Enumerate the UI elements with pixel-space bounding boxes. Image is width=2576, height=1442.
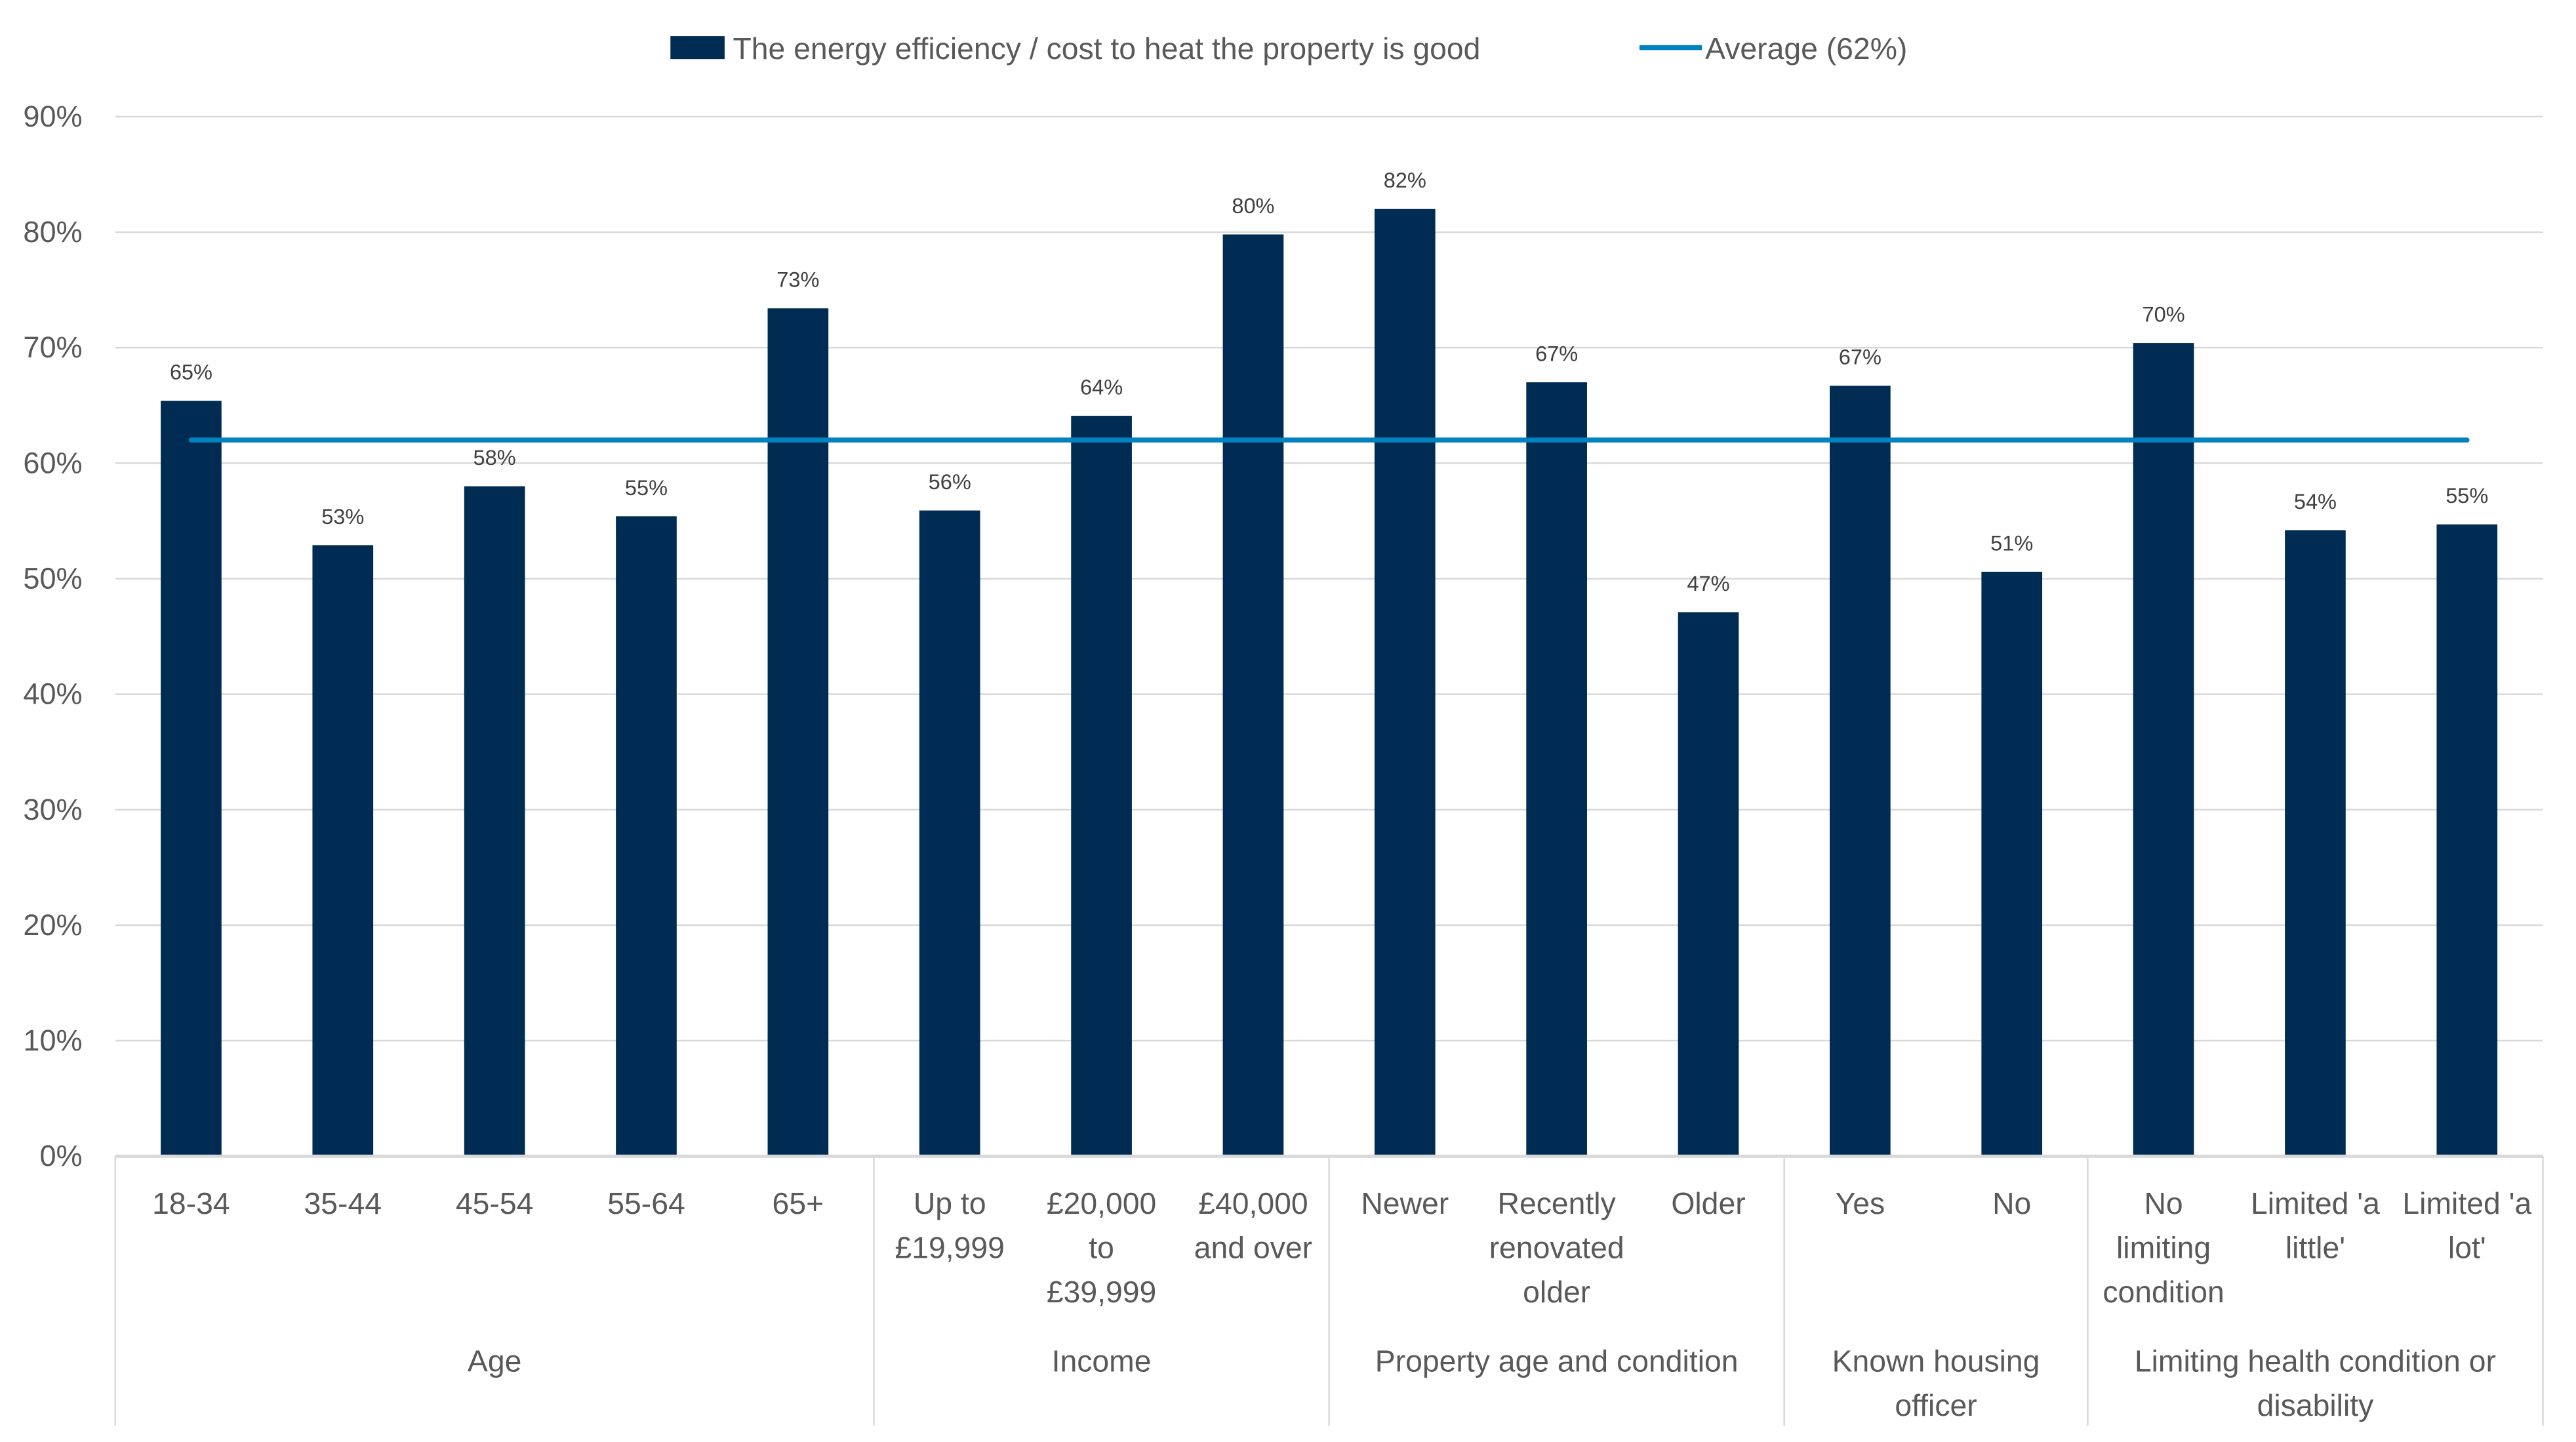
data-label: 58% bbox=[473, 446, 516, 470]
x-category-label: £39,999 bbox=[1047, 1275, 1156, 1309]
bar bbox=[312, 545, 374, 1157]
bar bbox=[919, 510, 980, 1157]
x-category-label: 65+ bbox=[773, 1186, 824, 1220]
data-label: 82% bbox=[1384, 169, 1426, 192]
x-category-label: 35-44 bbox=[304, 1186, 382, 1220]
bar bbox=[1526, 382, 1587, 1157]
x-category-label: renovated bbox=[1489, 1230, 1624, 1264]
bar bbox=[616, 516, 677, 1157]
x-group-label: officer bbox=[1895, 1388, 1977, 1422]
x-group-label: Limiting health condition or bbox=[2135, 1344, 2496, 1378]
x-axis: 18-34 35-44 45-54 55-64 65+ Age Up to £19,999 £2… bbox=[114, 1154, 2544, 1426]
x-category-label: lot' bbox=[2448, 1230, 2486, 1264]
x-category-label: Limited 'a bbox=[2402, 1186, 2531, 1220]
data-label: 53% bbox=[321, 505, 364, 529]
x-group-label: Income bbox=[1052, 1344, 1152, 1378]
bar bbox=[2285, 530, 2346, 1157]
x-group-label: disability bbox=[2257, 1388, 2375, 1422]
data-label: 80% bbox=[1232, 194, 1274, 218]
bar bbox=[1678, 612, 1739, 1157]
x-category-label: Up to bbox=[914, 1186, 986, 1220]
y-tick-label: 70% bbox=[23, 330, 82, 364]
data-label: 47% bbox=[1687, 572, 1729, 595]
y-tick-label: 80% bbox=[23, 215, 82, 249]
data-label: 67% bbox=[1535, 342, 1578, 365]
y-tick-label: 90% bbox=[23, 100, 82, 133]
bar bbox=[1830, 386, 1891, 1157]
bar bbox=[1222, 234, 1284, 1157]
data-label: 55% bbox=[625, 476, 668, 500]
data-label: 54% bbox=[2294, 490, 2337, 513]
x-category-label: Older bbox=[1671, 1186, 1745, 1220]
data-label: 64% bbox=[1080, 376, 1123, 399]
x-group-label: Age bbox=[468, 1344, 521, 1378]
y-tick-label: 10% bbox=[23, 1024, 82, 1057]
bar bbox=[464, 486, 525, 1157]
legend-label-bar: The energy efficiency / cost to heat the… bbox=[733, 31, 1480, 66]
bar bbox=[767, 308, 829, 1157]
x-category-label: older bbox=[1523, 1275, 1590, 1309]
data-label: 55% bbox=[2445, 484, 2488, 508]
bar bbox=[2436, 524, 2498, 1157]
bar bbox=[161, 401, 222, 1157]
data-label: 65% bbox=[170, 361, 212, 384]
data-label: 56% bbox=[929, 470, 971, 494]
bars bbox=[161, 209, 2498, 1157]
y-tick-label: 20% bbox=[23, 908, 82, 942]
x-category-label: and over bbox=[1194, 1230, 1312, 1264]
x-category-label: to bbox=[1089, 1230, 1114, 1264]
bar bbox=[1071, 416, 1132, 1157]
x-category-label: Limited 'a bbox=[2251, 1186, 2380, 1220]
x-category-label: 18-34 bbox=[152, 1186, 230, 1220]
bar bbox=[1374, 209, 1436, 1157]
bar bbox=[2133, 343, 2194, 1157]
data-label: 67% bbox=[1839, 346, 1882, 369]
legend-label-average: Average (62%) bbox=[1705, 31, 1907, 66]
x-category-label: No bbox=[1992, 1186, 2031, 1220]
x-category-label: limiting bbox=[2116, 1230, 2211, 1264]
data-labels: 65% 53% 58% 55% 73% 56% 64% 80% 82% 67% 47% 67% 51% 7… bbox=[170, 169, 2489, 595]
data-label: 70% bbox=[2143, 303, 2185, 327]
x-group-label: Property age and condition bbox=[1375, 1344, 1739, 1378]
x-category-label: £19,999 bbox=[895, 1230, 1004, 1264]
y-tick-label: 40% bbox=[23, 677, 82, 711]
y-tick-label: 30% bbox=[23, 793, 82, 826]
y-tick-label: 60% bbox=[23, 446, 82, 479]
x-group-label: Known housing bbox=[1832, 1344, 2040, 1378]
x-category-label: £20,000 bbox=[1047, 1186, 1156, 1220]
x-category-label: Recently bbox=[1498, 1186, 1617, 1220]
y-tick-label: 0% bbox=[39, 1139, 82, 1172]
data-label: 73% bbox=[776, 268, 819, 292]
x-category-label: £40,000 bbox=[1198, 1186, 1308, 1220]
y-axis: 0% 10% 20% 30% 40% 50% 60% 70% 80% 90% bbox=[23, 100, 82, 1172]
data-label: 51% bbox=[1990, 531, 2033, 555]
bar bbox=[1981, 571, 2043, 1157]
x-category-label: Newer bbox=[1361, 1186, 1449, 1220]
x-category-label: little' bbox=[2285, 1230, 2345, 1264]
legend: The energy efficiency / cost to heat the… bbox=[670, 31, 1907, 66]
y-tick-label: 50% bbox=[23, 561, 82, 595]
x-category-label: 55-64 bbox=[607, 1186, 685, 1220]
legend-swatch-bar bbox=[670, 36, 725, 60]
x-category-label: condition bbox=[2103, 1275, 2224, 1309]
x-category-label: No bbox=[2144, 1186, 2183, 1220]
x-category-label: 45-54 bbox=[456, 1186, 534, 1220]
x-category-label: Yes bbox=[1836, 1186, 1885, 1220]
